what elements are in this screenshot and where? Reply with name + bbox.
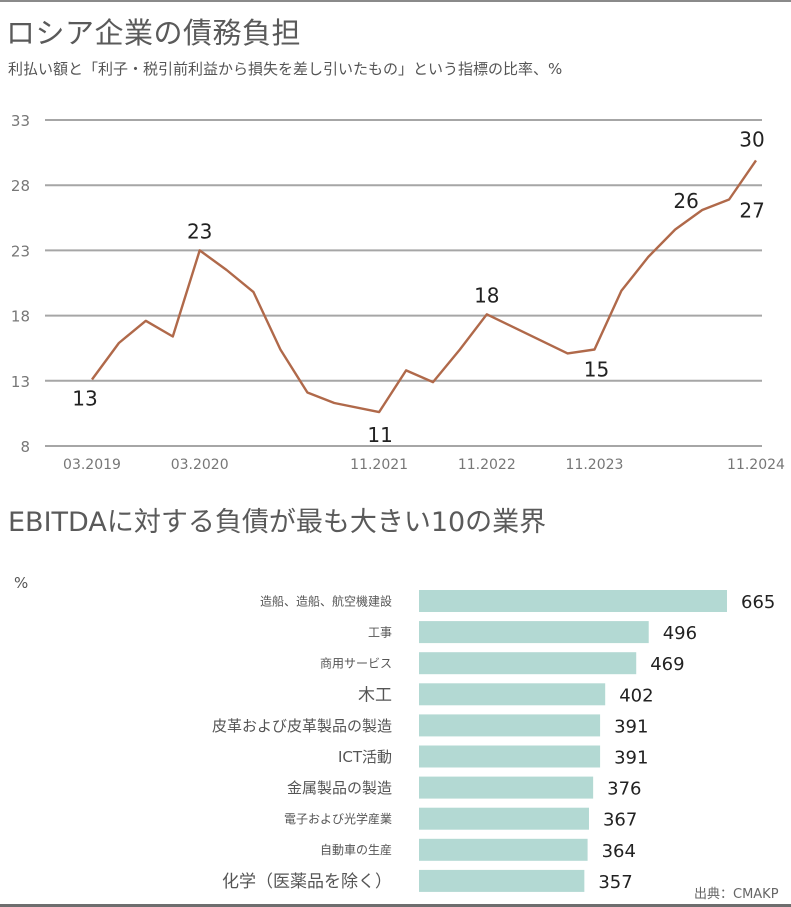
y-tick-label: 28 bbox=[11, 177, 30, 195]
category-label: 金属製品の製造 bbox=[287, 779, 392, 797]
value-label: 665 bbox=[741, 592, 775, 613]
x-tick-label: 03.2019 bbox=[63, 457, 121, 473]
y-tick-label: 13 bbox=[11, 373, 30, 391]
bar bbox=[419, 838, 588, 861]
data-label: 27 bbox=[739, 199, 764, 223]
bar bbox=[419, 807, 589, 830]
value-label: 376 bbox=[607, 779, 641, 800]
data-label: 11 bbox=[367, 423, 392, 447]
category-label: ICT活動 bbox=[338, 748, 392, 766]
data-label: 13 bbox=[72, 386, 97, 410]
bar bbox=[419, 869, 585, 892]
source-note: 出典：CMAKP bbox=[694, 887, 779, 902]
value-label: 364 bbox=[602, 841, 636, 862]
bar bbox=[419, 652, 637, 675]
category-label: 商用サービス bbox=[320, 656, 392, 671]
top-border bbox=[0, 0, 791, 2]
data-label: 30 bbox=[739, 127, 764, 151]
bar bbox=[419, 621, 649, 644]
category-label: 木工 bbox=[358, 685, 392, 705]
value-label: 367 bbox=[603, 810, 637, 831]
page-title: ロシア企業の債務負担 bbox=[6, 16, 302, 50]
x-tick-label: 11.2021 bbox=[350, 457, 408, 473]
bar-chart: 造船、造船、航空機建設 665 工事 496 商用サービス 469 木工 402 皮革および皮革… bbox=[212, 590, 775, 893]
x-tick-label: 11.2022 bbox=[458, 457, 516, 473]
value-label: 402 bbox=[619, 685, 653, 706]
bottom-border bbox=[0, 904, 791, 907]
x-tick-label: 11.2024 bbox=[727, 457, 785, 473]
bar bbox=[419, 776, 594, 799]
y-tick-label: 8 bbox=[20, 438, 30, 456]
x-tick-label: 03.2020 bbox=[171, 457, 229, 473]
category-label: 化学（医薬品を除く） bbox=[222, 872, 392, 892]
bar bbox=[419, 683, 606, 706]
data-label: 18 bbox=[474, 283, 499, 307]
section-title: EBITDAに対する負債が最も大きい10の業界 bbox=[8, 507, 547, 538]
category-label: 自動車の生産 bbox=[320, 842, 392, 857]
bar bbox=[419, 590, 727, 612]
category-label: 造船、造船、航空機建設 bbox=[260, 593, 392, 608]
category-label: 工事 bbox=[368, 625, 392, 639]
data-label: 26 bbox=[673, 189, 698, 213]
y-tick-label: 33 bbox=[11, 112, 30, 130]
y-tick-label: 23 bbox=[11, 242, 30, 260]
line-chart: 33 28 23 18 13 8 03.2019 03.2020 11.2021 11.2022 1… bbox=[11, 112, 785, 473]
bar bbox=[419, 714, 601, 737]
value-label: 496 bbox=[663, 623, 697, 644]
series-line bbox=[91, 159, 757, 414]
bar-unit-label: % bbox=[14, 574, 29, 592]
bar bbox=[419, 745, 601, 768]
value-label: 391 bbox=[614, 748, 648, 769]
page-subtitle: 利払い額と「利子・税引前利益から損失を差し引いたもの」という指標の比率、% bbox=[8, 60, 563, 78]
value-label: 469 bbox=[650, 654, 684, 675]
data-label: 15 bbox=[584, 358, 609, 382]
x-tick-label: 11.2023 bbox=[566, 457, 624, 473]
category-label: 電子および光学産業 bbox=[284, 811, 392, 826]
value-label: 391 bbox=[614, 716, 648, 737]
category-label: 皮革および皮革製品の製造 bbox=[212, 717, 392, 735]
data-label: 23 bbox=[187, 219, 212, 243]
y-tick-label: 18 bbox=[11, 308, 30, 326]
value-label: 357 bbox=[598, 872, 632, 893]
